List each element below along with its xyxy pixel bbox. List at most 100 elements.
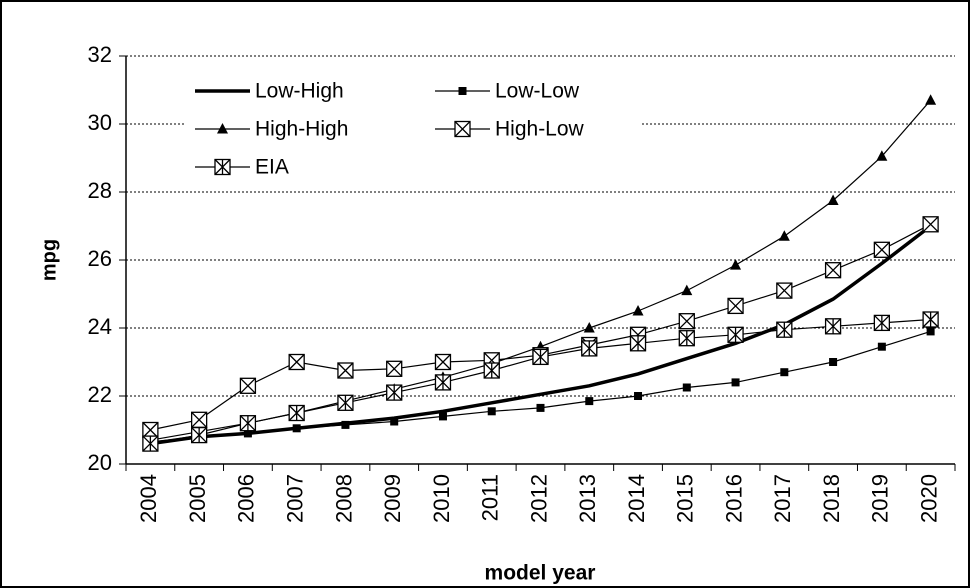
- x-tick-label: 2006: [234, 474, 259, 523]
- marker-square: [458, 87, 467, 95]
- marker-triangle: [632, 305, 644, 316]
- x-tick-label: 2016: [721, 474, 746, 523]
- marker: [434, 353, 452, 371]
- legend-label: High-High: [255, 118, 348, 141]
- marker: [727, 297, 744, 315]
- marker: [214, 158, 231, 176]
- marker-triangle: [217, 123, 228, 134]
- marker-cross: [678, 313, 695, 330]
- marker: [142, 421, 159, 439]
- legend-box: [185, 72, 640, 187]
- x-tick-label: 2010: [429, 474, 454, 523]
- marker: [142, 435, 159, 452]
- x-tick-label: 2009: [380, 474, 405, 523]
- marker: [386, 360, 403, 377]
- marker: [532, 348, 549, 366]
- legend-label: Low-Low: [495, 80, 580, 103]
- marker-square: [829, 358, 838, 366]
- marker-cross: [288, 354, 305, 370]
- marker: [337, 394, 354, 411]
- x-tick-label: 2013: [575, 474, 600, 523]
- marker-cross: [337, 362, 354, 379]
- marker: [776, 321, 793, 338]
- x-tick-label: 2007: [282, 474, 307, 523]
- marker: [454, 120, 471, 138]
- marker-triangle: [583, 322, 595, 333]
- marker: [632, 305, 644, 316]
- legend-label: High-Low: [495, 118, 585, 141]
- x-tick-label: 2004: [136, 474, 161, 523]
- marker-cross: [825, 262, 842, 279]
- marker: [727, 326, 744, 343]
- marker: [337, 362, 354, 379]
- marker: [730, 259, 742, 270]
- marker-square: [585, 397, 594, 406]
- marker: [873, 241, 891, 258]
- marker: [239, 415, 257, 432]
- marker: [827, 194, 839, 205]
- marker-cross: [386, 360, 403, 377]
- marker: [877, 342, 886, 351]
- marker: [829, 358, 838, 366]
- marker-square: [536, 403, 545, 412]
- marker: [780, 368, 789, 377]
- marker: [190, 411, 208, 428]
- marker: [634, 392, 643, 400]
- marker: [483, 362, 500, 379]
- x-tick-label: 2019: [868, 474, 893, 523]
- marker: [434, 374, 452, 391]
- marker: [681, 284, 693, 296]
- x-tick-label: 2015: [673, 474, 698, 523]
- marker-cross: [191, 411, 208, 428]
- marker-triangle: [925, 94, 937, 105]
- marker-square: [390, 417, 399, 426]
- marker: [487, 407, 496, 416]
- marker: [776, 282, 793, 299]
- marker: [824, 318, 842, 335]
- marker: [925, 94, 937, 105]
- y-tick-label: 26: [88, 246, 112, 271]
- marker: [585, 397, 594, 406]
- marker-square: [877, 342, 886, 351]
- y-tick-label: 22: [88, 382, 112, 407]
- legend-label: EIA: [255, 156, 289, 179]
- marker-square: [243, 429, 252, 438]
- marker: [190, 426, 208, 444]
- marker: [682, 383, 691, 392]
- x-tick-label: 2017: [770, 474, 795, 523]
- x-tick-label: 2008: [331, 474, 356, 523]
- marker-square: [438, 412, 447, 421]
- marker: [583, 322, 595, 333]
- marker: [239, 377, 257, 394]
- marker-triangle: [827, 194, 839, 205]
- marker: [341, 420, 350, 429]
- x-axis-title: model year: [485, 562, 596, 585]
- marker-triangle: [681, 284, 693, 296]
- x-tick-label: 2012: [526, 474, 551, 523]
- marker-cross: [873, 241, 890, 258]
- marker: [438, 412, 447, 421]
- marker-square: [780, 368, 789, 377]
- x-tick-label: 2011: [478, 474, 503, 521]
- x-tick-label: 2014: [624, 474, 649, 523]
- marker-cross: [727, 297, 744, 314]
- marker: [243, 429, 252, 438]
- marker: [922, 311, 939, 328]
- x-tick-label: 2005: [185, 474, 210, 523]
- marker-square: [682, 383, 691, 392]
- marker-square: [487, 407, 496, 416]
- y-tick-label: 24: [88, 314, 112, 339]
- marker: [922, 216, 939, 233]
- marker: [824, 262, 842, 279]
- marker: [731, 378, 740, 387]
- marker: [390, 417, 399, 426]
- marker-square: [731, 378, 740, 387]
- marker: [629, 335, 647, 352]
- y-tick-label: 32: [88, 42, 112, 67]
- marker-cross: [776, 282, 793, 299]
- marker-square: [292, 424, 301, 433]
- y-tick-label: 20: [88, 450, 112, 475]
- marker-triangle: [876, 150, 888, 161]
- y-axis-title: mpg: [38, 239, 60, 281]
